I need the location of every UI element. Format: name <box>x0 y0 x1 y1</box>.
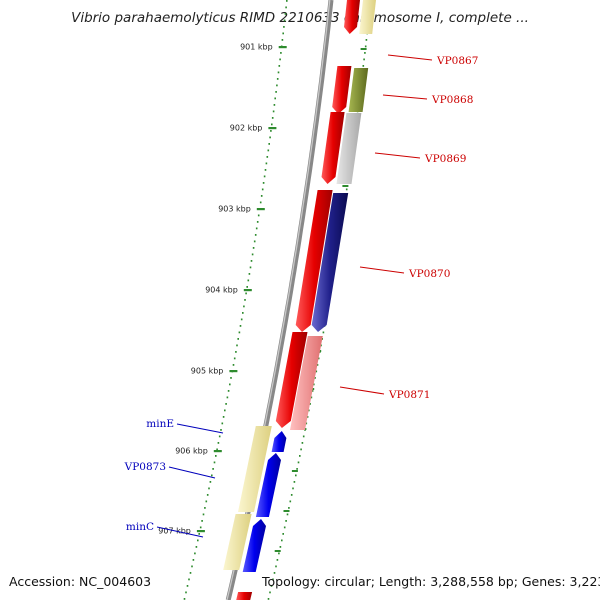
minor-tick <box>283 510 290 512</box>
gene-label-mine[interactable]: minE <box>146 418 174 430</box>
minor-tick <box>274 550 281 552</box>
feature-track <box>223 0 376 600</box>
cds-feature[interactable] <box>321 112 345 184</box>
cds-feature[interactable] <box>275 332 308 428</box>
cds-feature[interactable] <box>332 66 352 114</box>
major-tick <box>256 208 265 211</box>
tick-label: 905 kbp <box>191 367 224 376</box>
tick-label: 906 kbp <box>175 447 208 456</box>
gene-label-minc[interactable]: minC <box>126 521 154 533</box>
major-tick <box>196 530 205 533</box>
leader-line-vp0867 <box>387 54 433 61</box>
gene-labels: VP0867 VP0868 VP0869 VP0870 VP0871 minE … <box>124 54 478 538</box>
major-tick <box>278 46 287 49</box>
major-tick <box>229 370 238 373</box>
leader-line-vp0873 <box>168 466 216 479</box>
leader-line-vp0869 <box>374 152 421 159</box>
gene-feature[interactable] <box>223 514 252 570</box>
major-tick <box>268 127 277 130</box>
gene-label-vp0869[interactable]: VP0869 <box>424 153 466 165</box>
gene-label-vp0870[interactable]: VP0870 <box>408 268 450 280</box>
accession-text: Accession: NC_004603 <box>9 574 152 589</box>
topology-text: Topology: circular; Length: 3,288,558 bp… <box>262 574 600 589</box>
minor-tick <box>342 185 349 187</box>
minor-tick <box>291 470 298 472</box>
tick-label: 902 kbp <box>230 124 263 133</box>
major-tick <box>243 289 252 292</box>
ruler-left-dots <box>183 0 288 600</box>
tick-label: 904 kbp <box>205 286 238 295</box>
leader-line-vp0868 <box>382 94 428 100</box>
leader-line-minc <box>156 526 204 538</box>
cds-feature[interactable] <box>344 0 360 34</box>
cds-feature[interactable] <box>271 431 287 452</box>
cds-feature[interactable] <box>242 519 266 572</box>
position-ticks: 901 kbp 902 kbp 903 kbp 904 kbp 905 kbp 906 k… <box>158 43 287 536</box>
gene-label-vp0873[interactable]: VP0873 <box>124 461 166 473</box>
gene-feature[interactable] <box>359 0 376 34</box>
gene-feature[interactable] <box>311 193 349 332</box>
cds-feature[interactable] <box>295 190 333 332</box>
gene-label-vp0867[interactable]: VP0867 <box>436 55 478 67</box>
gene-label-vp0871[interactable]: VP0871 <box>388 389 430 401</box>
gene-feature[interactable] <box>290 336 323 430</box>
tick-label: 901 kbp <box>240 43 273 52</box>
cds-feature[interactable] <box>255 453 281 517</box>
map-title: Vibrio parahaemolyticus RIMD 2210633 chr… <box>71 10 529 26</box>
leader-line-vp0870 <box>359 266 405 274</box>
major-tick <box>213 450 222 453</box>
gene-label-vp0868[interactable]: VP0868 <box>431 94 473 106</box>
leader-line-vp0871 <box>339 386 385 395</box>
gene-feature[interactable] <box>348 68 369 112</box>
minor-tick <box>360 48 367 50</box>
gene-feature[interactable] <box>336 113 362 184</box>
tick-label: 903 kbp <box>218 205 251 214</box>
cds-feature[interactable] <box>236 592 253 600</box>
leader-line-mine <box>176 423 224 434</box>
gene-feature[interactable] <box>238 426 272 512</box>
